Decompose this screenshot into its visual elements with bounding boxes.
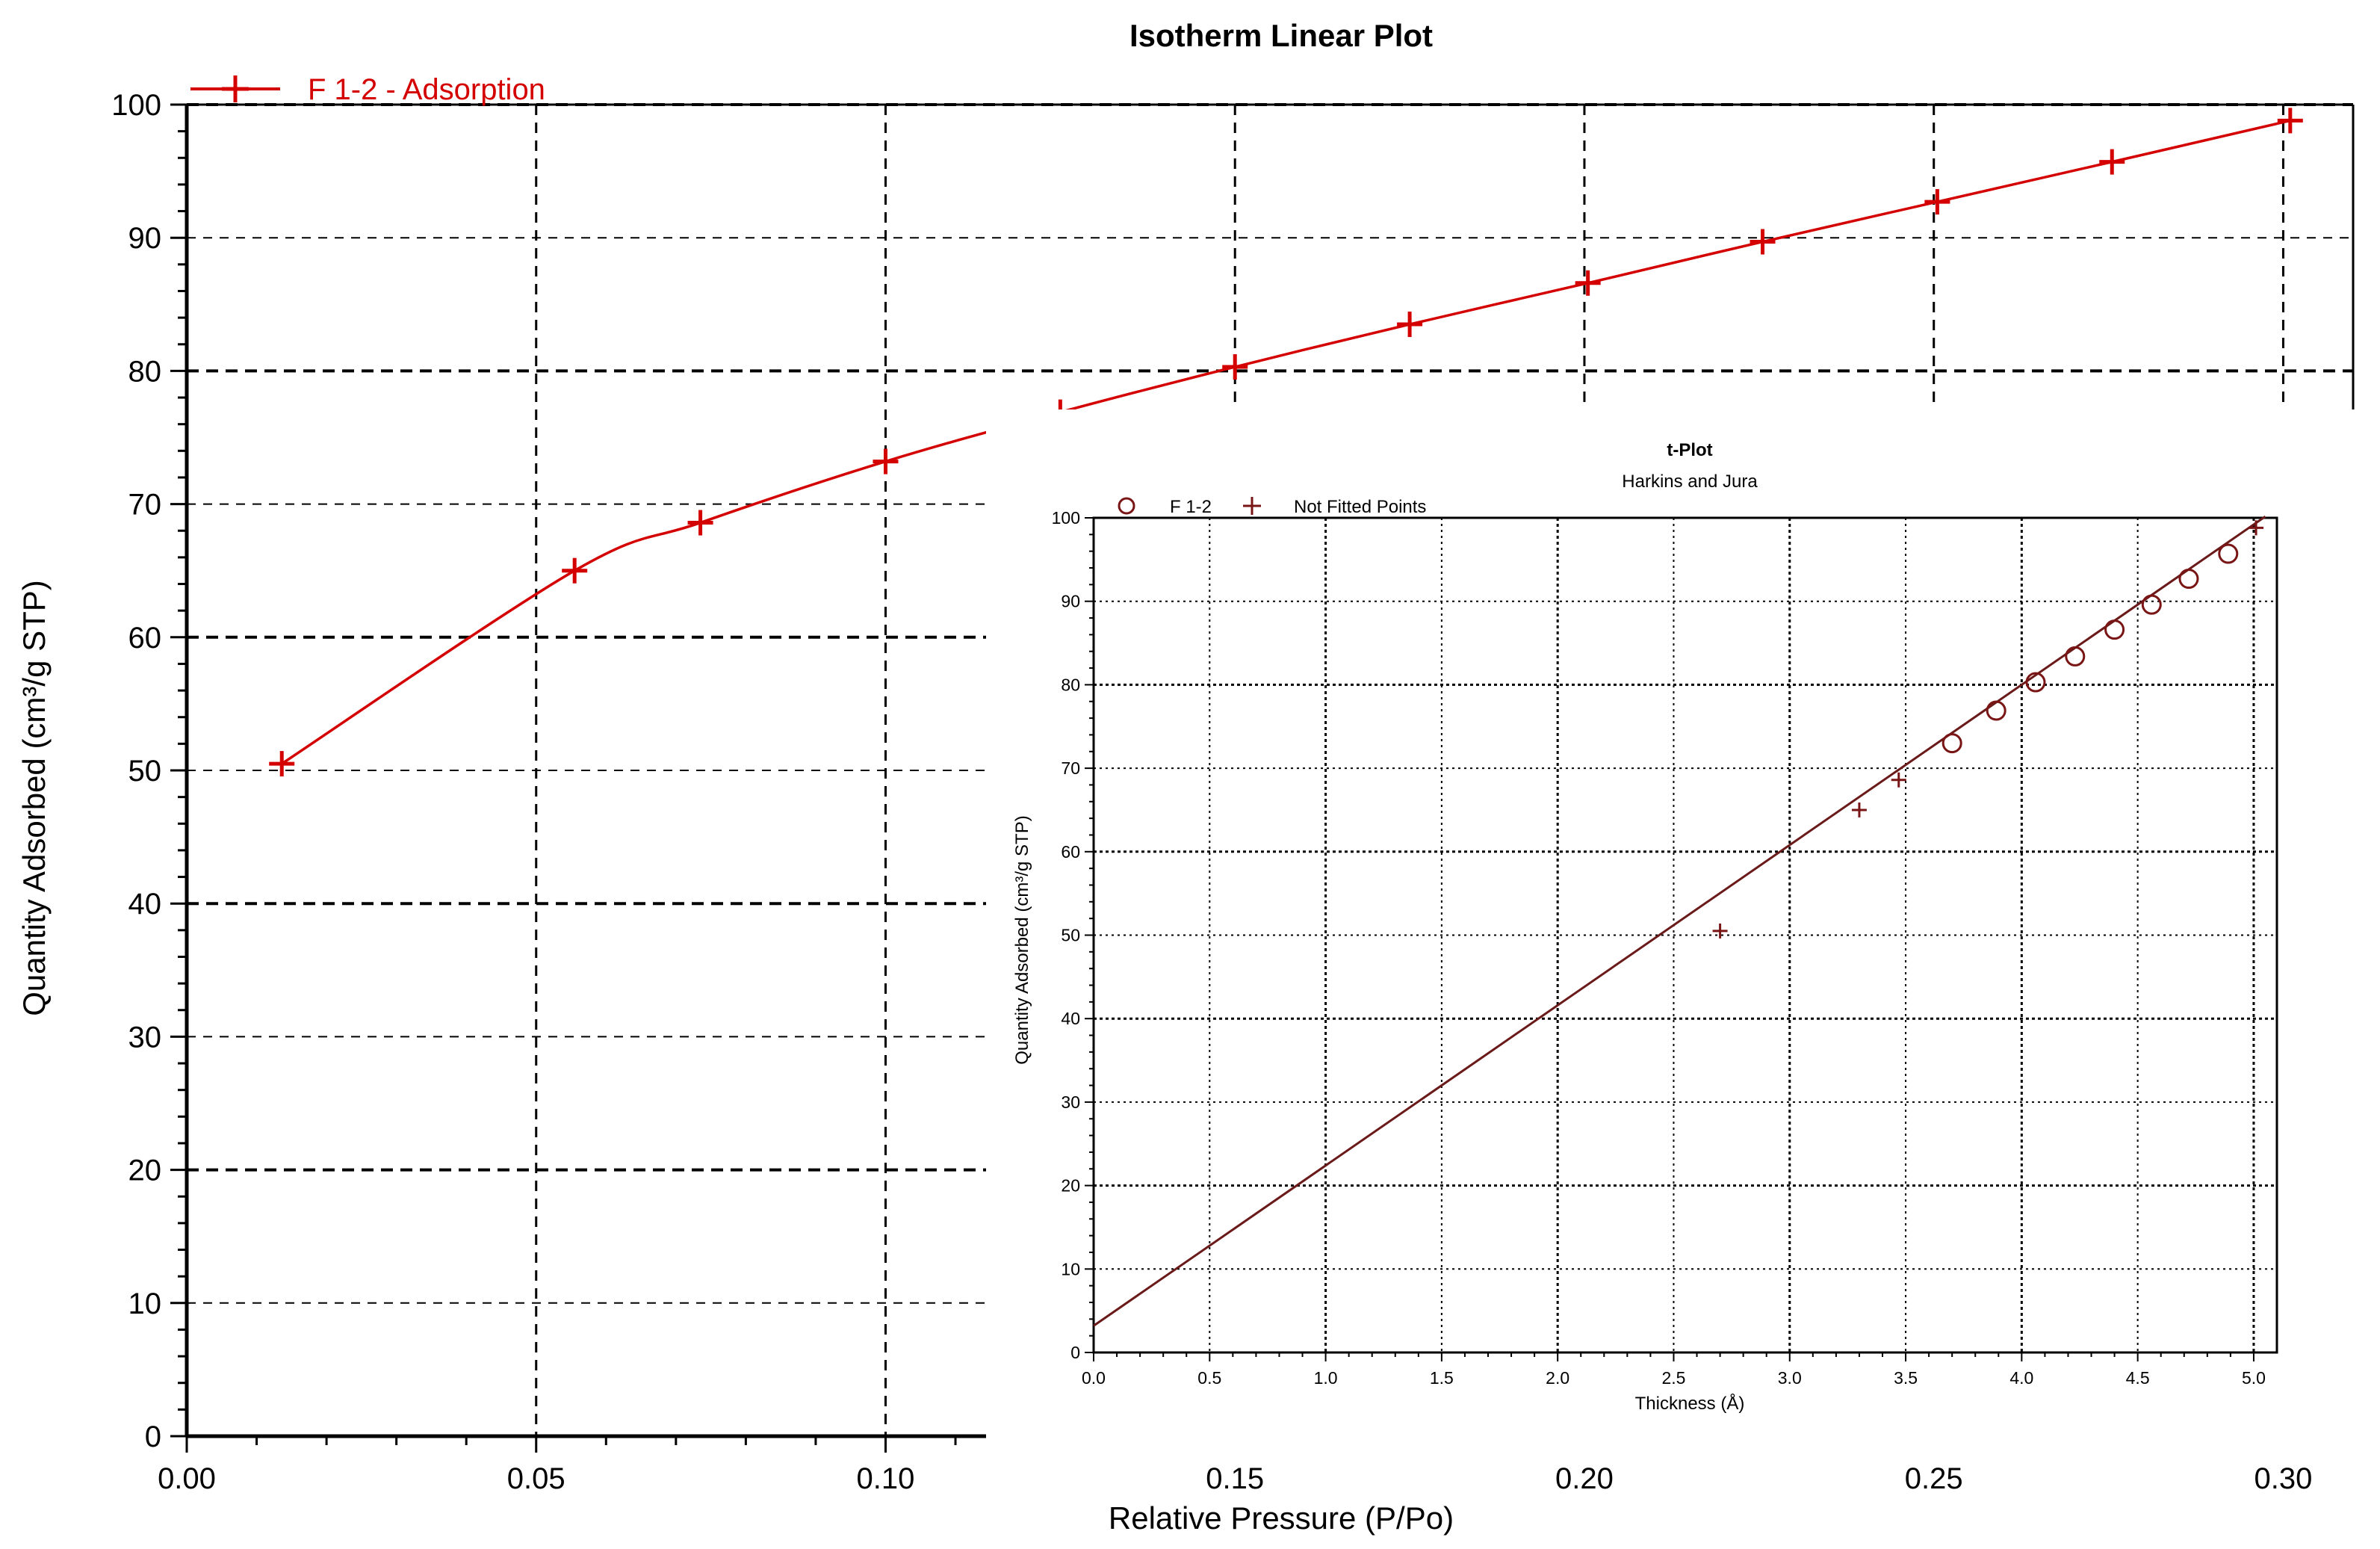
- inset-subtitle: Harkins and Jura: [1622, 471, 1758, 492]
- inset-fitted-point: [2141, 594, 2162, 615]
- inset-x-tick-label: 3.5: [1894, 1368, 1918, 1388]
- main-data-point: [1397, 312, 1423, 338]
- main-y-tick-label: 90: [128, 222, 162, 255]
- main-data-point: [873, 448, 899, 474]
- inset-title: t-Plot: [1667, 440, 1712, 460]
- inset-x-axis-label: Thickness (Å): [1635, 1393, 1745, 1414]
- main-data-point: [269, 751, 295, 777]
- inset-legend-circle-marker: [1118, 497, 1135, 515]
- inset-y-tick-label: 80: [1061, 675, 1080, 694]
- inset-fitted-point: [2065, 646, 2086, 667]
- inset-x-tick-label: 2.5: [1661, 1368, 1685, 1388]
- inset-y-tick-label: 10: [1061, 1259, 1080, 1279]
- main-title: Isotherm Linear Plot: [1129, 18, 1433, 53]
- inset-x-tick-label: 2.0: [1546, 1368, 1569, 1388]
- main-data-point: [2099, 149, 2125, 175]
- main-series: [269, 108, 2303, 777]
- main-y-tick-label: 70: [128, 489, 162, 522]
- inset-x-tick-label: 1.5: [1430, 1368, 1454, 1388]
- main-y-tick-label: 40: [128, 888, 162, 921]
- inset-fit-line-path: [1093, 515, 2266, 1327]
- main-x-tick-label: 0.05: [507, 1462, 565, 1495]
- main-data-point: [2277, 108, 2303, 134]
- inset-background: [986, 409, 2376, 1456]
- inset-not-fitted-point: [1891, 772, 1906, 788]
- inset-x-tick-label: 5.0: [2242, 1368, 2266, 1388]
- main-y-tick-label: 10: [128, 1287, 162, 1320]
- main-data-point: [1924, 189, 1950, 215]
- main-x-tick-label: 0.25: [1905, 1462, 1963, 1495]
- main-y-tick-label: 60: [128, 622, 162, 655]
- inset-series: [1712, 520, 2264, 939]
- main-x-tick-label: 0.20: [1555, 1462, 1614, 1495]
- main-y-tick-label: 50: [128, 755, 162, 788]
- inset-fitted-point: [1986, 700, 2006, 721]
- main-y-tick-label: 100: [111, 89, 161, 122]
- inset-fitted-point: [2025, 672, 2046, 693]
- inset-fitted-point: [2178, 569, 2199, 590]
- main-legend: F 1-2 - Adsorption: [190, 73, 545, 106]
- main-x-axis-label: Relative Pressure (P/Po): [1109, 1500, 1454, 1536]
- inset-x-tick-label: 1.0: [1314, 1368, 1338, 1388]
- main-y-tick-label: 20: [128, 1154, 162, 1187]
- inset-y-tick-label: 30: [1061, 1092, 1080, 1112]
- main-y-axis-label: Quantity Adsorbed (cm³/g STP): [16, 580, 52, 1016]
- inset-t-plot: 0.0 0.5 1.0 1.5 2.0 2.5 3.0 3.5 4.0 4.5 5.0 0 10 20 3…: [986, 409, 2376, 1456]
- inset-fitted-point: [2104, 619, 2125, 640]
- inset-fitted-point: [1942, 733, 1962, 754]
- inset-x-tick-label: 4.5: [2126, 1368, 2150, 1388]
- inset-x-tick-labels: 0.0 0.5 1.0 1.5 2.0 2.5 3.0 3.5 4.0 4.5 5.0: [1082, 1368, 2266, 1388]
- main-legend-label: F 1-2 - Adsorption: [308, 73, 545, 106]
- main-data-point: [562, 557, 588, 584]
- main-data-point: [1222, 354, 1248, 380]
- inset-ticks: [1085, 517, 2255, 1361]
- inset-not-fitted-point: [1851, 802, 1867, 817]
- inset-y-tick-label: 90: [1061, 592, 1080, 611]
- main-y-tick-labels: 0 10 20 30 40 50 60 70 80 90 100: [111, 89, 161, 1453]
- inset-y-tick-label: 70: [1061, 758, 1080, 778]
- inset-legend-label-fitted: F 1-2: [1170, 497, 1212, 517]
- inset-x-tick-label: 0.5: [1197, 1368, 1221, 1388]
- main-data-point: [1750, 229, 1776, 255]
- inset-y-tick-label: 50: [1061, 926, 1080, 945]
- inset-x-tick-label: 0.0: [1082, 1368, 1106, 1388]
- inset-y-tick-label: 40: [1061, 1009, 1080, 1028]
- inset-not-fitted-point: [1712, 923, 1728, 939]
- main-x-tick-labels: 0.00 0.05 0.10 0.15 0.20 0.25 0.30: [158, 1462, 2312, 1495]
- inset-gridlines: [1092, 516, 2278, 1354]
- inset-legend-label-not-fitted: Not Fitted Points: [1294, 497, 1426, 517]
- inset-fit-line: [1093, 515, 2266, 1327]
- inset-y-tick-labels: 0 10 20 30 40 50 60 70 80 90 100: [1052, 508, 1080, 1362]
- main-y-tick-label: 30: [128, 1021, 162, 1054]
- inset-fitted-point: [2218, 543, 2239, 564]
- inset-y-tick-label: 0: [1070, 1343, 1080, 1362]
- main-data-point: [1575, 270, 1601, 296]
- inset-legend: F 1-2 Not Fitted Points: [1118, 497, 1426, 517]
- main-x-tick-label: 0.15: [1206, 1462, 1264, 1495]
- main-data-point: [687, 510, 713, 536]
- inset-not-fitted-point: [2249, 520, 2264, 536]
- main-series-line: [281, 119, 2291, 765]
- main-x-tick-label: 0.30: [2255, 1462, 2313, 1495]
- inset-y-tick-label: 60: [1061, 842, 1080, 862]
- main-y-tick-label: 80: [128, 355, 162, 388]
- main-x-tick-label: 0.10: [857, 1462, 915, 1495]
- main-x-tick-label: 0.00: [158, 1462, 216, 1495]
- inset-y-axis-label: Quantity Adsorbed (cm³/g STP): [1012, 815, 1032, 1064]
- main-y-tick-label: 0: [145, 1420, 161, 1453]
- inset-y-tick-label: 20: [1061, 1176, 1080, 1196]
- inset-x-tick-label: 3.0: [1778, 1368, 1802, 1388]
- inset-x-tick-label: 4.0: [2009, 1368, 2033, 1388]
- inset-y-tick-label: 100: [1052, 508, 1080, 528]
